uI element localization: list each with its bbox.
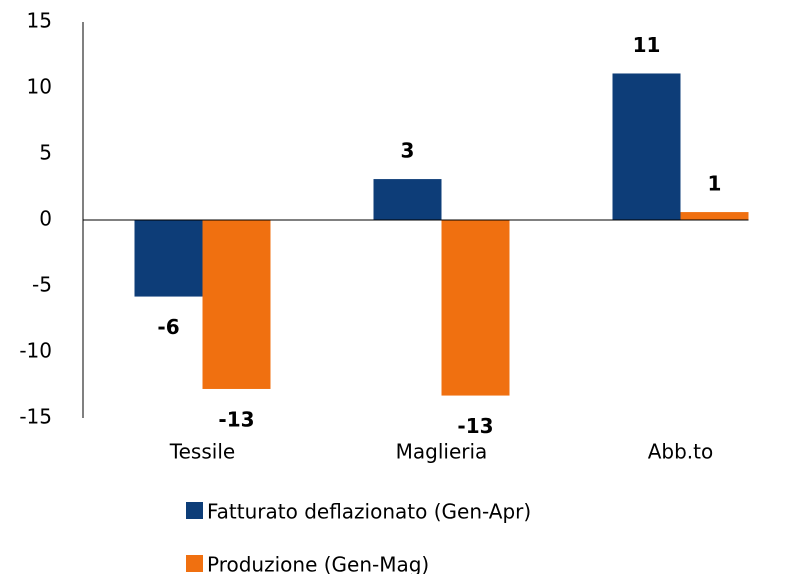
bar	[373, 179, 442, 220]
legend-label: Fatturato deflazionato (Gen-Apr)	[207, 500, 531, 524]
legend-swatch	[186, 555, 203, 572]
y-tick-label: 5	[39, 141, 52, 165]
x-tick-label: Maglieria	[396, 440, 488, 464]
value-label: 11	[633, 33, 661, 57]
bar	[134, 220, 203, 297]
bar	[680, 212, 749, 220]
value-label: 3	[401, 139, 415, 163]
value-label: 1	[708, 172, 722, 196]
legend-swatch	[186, 502, 203, 519]
y-tick-label: 10	[27, 75, 52, 99]
value-label: -13	[218, 407, 254, 431]
legend-label: Produzione (Gen-Mag)	[207, 553, 429, 574]
value-label: -13	[457, 414, 493, 438]
x-tick-label: Abb.to	[648, 440, 714, 464]
y-tick-label: 0	[39, 207, 52, 231]
y-tick-label: 15	[27, 9, 52, 33]
bar	[202, 220, 271, 389]
y-tick-label: -10	[19, 339, 52, 363]
bar	[441, 220, 510, 396]
y-tick-label: -15	[19, 405, 52, 429]
bar	[612, 73, 681, 220]
x-tick-label: Tessile	[169, 440, 235, 464]
value-label: -6	[157, 315, 179, 339]
y-tick-label: -5	[32, 273, 52, 297]
